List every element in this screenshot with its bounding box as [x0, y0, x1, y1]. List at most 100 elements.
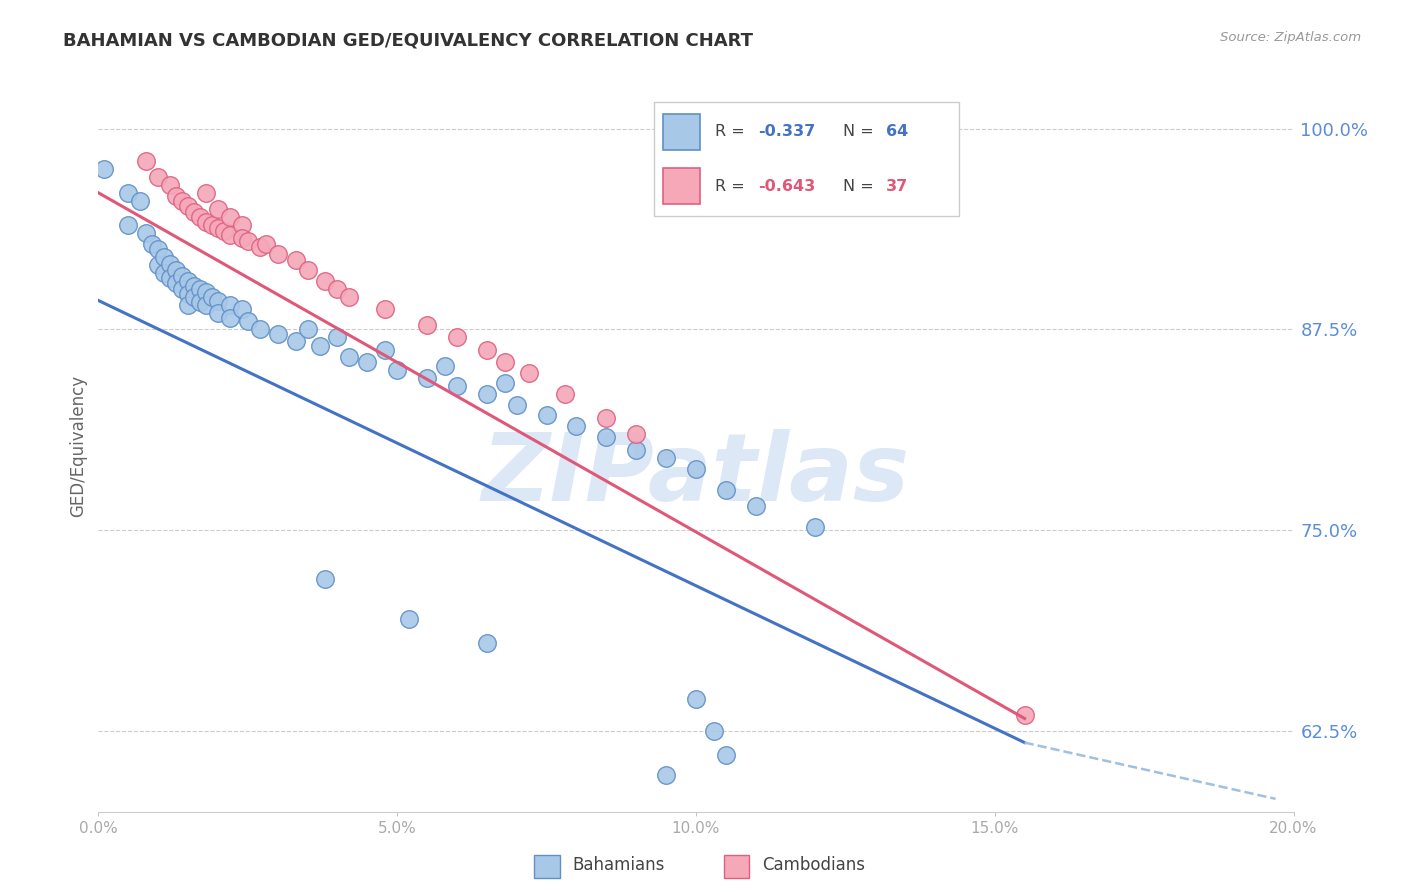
Text: Source: ZipAtlas.com: Source: ZipAtlas.com	[1220, 31, 1361, 45]
Point	[284, 253, 307, 268]
Point	[356, 354, 378, 368]
Point	[195, 215, 218, 229]
Point	[536, 408, 558, 422]
Point	[188, 295, 211, 310]
Point	[446, 378, 468, 392]
Point	[416, 370, 439, 384]
Point	[231, 231, 253, 245]
Point	[554, 386, 576, 401]
Bar	[534, 855, 560, 878]
Point	[148, 169, 170, 184]
Point	[506, 398, 529, 412]
Point	[745, 500, 768, 514]
Point	[212, 224, 235, 238]
Point	[655, 451, 678, 466]
Point	[284, 334, 307, 348]
Point	[267, 327, 290, 342]
Point	[339, 290, 361, 304]
Point	[494, 354, 516, 368]
Point	[141, 237, 163, 252]
Point	[517, 366, 540, 380]
Point	[315, 274, 337, 288]
Point	[595, 410, 617, 425]
Point	[714, 748, 737, 763]
Point	[1014, 708, 1036, 723]
Point	[595, 430, 617, 444]
Point	[416, 318, 439, 332]
Point	[159, 178, 181, 192]
Point	[254, 237, 277, 252]
Point	[475, 386, 498, 401]
Point	[207, 221, 229, 235]
Point	[219, 227, 242, 242]
Point	[183, 279, 205, 293]
Point	[177, 274, 200, 288]
Point	[374, 343, 396, 358]
Point	[219, 210, 242, 224]
Point	[148, 258, 170, 272]
Point	[267, 247, 290, 261]
Point	[374, 301, 396, 316]
Point	[685, 462, 707, 476]
Point	[207, 306, 229, 320]
Point	[249, 240, 271, 254]
Point	[685, 692, 707, 706]
Point	[195, 186, 218, 200]
Point	[804, 520, 827, 534]
Point	[236, 234, 259, 248]
Point	[434, 359, 457, 374]
Point	[177, 199, 200, 213]
Point	[231, 301, 253, 316]
Text: Cambodians: Cambodians	[762, 856, 865, 874]
Point	[201, 218, 224, 232]
Point	[714, 483, 737, 498]
Point	[494, 376, 516, 390]
Point	[297, 322, 319, 336]
Point	[475, 636, 498, 650]
Point	[195, 298, 218, 312]
Y-axis label: GED/Equivalency: GED/Equivalency	[69, 375, 87, 517]
Text: BAHAMIAN VS CAMBODIAN GED/EQUIVALENCY CORRELATION CHART: BAHAMIAN VS CAMBODIAN GED/EQUIVALENCY CO…	[63, 31, 754, 49]
Point	[475, 343, 498, 358]
Point	[626, 426, 648, 441]
Point	[159, 271, 181, 285]
Point	[117, 186, 139, 200]
Point	[326, 330, 349, 344]
Point	[183, 205, 205, 219]
Point	[195, 285, 218, 300]
Point	[231, 218, 253, 232]
Point	[207, 293, 229, 308]
Point	[177, 287, 200, 301]
Point	[219, 298, 242, 312]
Text: ZIPatlas: ZIPatlas	[482, 429, 910, 521]
Bar	[724, 855, 749, 878]
Point	[177, 298, 200, 312]
Point	[385, 362, 409, 376]
Point	[172, 194, 194, 208]
Point	[135, 153, 157, 168]
Point	[129, 194, 152, 208]
Point	[201, 290, 224, 304]
Point	[165, 276, 187, 290]
Point	[565, 418, 588, 433]
Point	[446, 330, 468, 344]
Point	[159, 256, 181, 270]
Point	[398, 612, 420, 626]
Point	[297, 263, 319, 277]
Point	[626, 443, 648, 458]
Point	[135, 226, 157, 240]
Point	[183, 290, 205, 304]
Point	[655, 768, 678, 782]
Point	[165, 263, 187, 277]
Point	[326, 282, 349, 296]
Point	[153, 266, 176, 280]
Point	[172, 269, 194, 284]
Point	[339, 350, 361, 364]
Point	[249, 322, 271, 336]
Point	[207, 202, 229, 216]
Point	[148, 242, 170, 256]
Point	[93, 161, 115, 176]
Point	[188, 210, 211, 224]
Point	[308, 338, 330, 352]
Point	[117, 218, 139, 232]
